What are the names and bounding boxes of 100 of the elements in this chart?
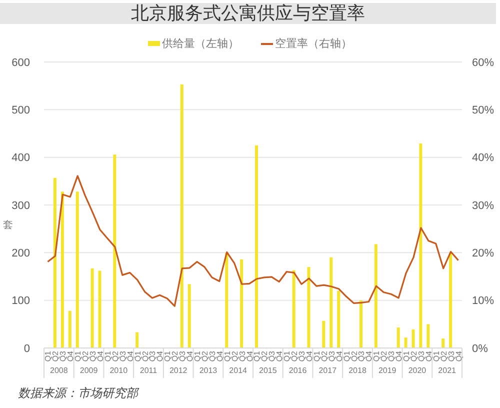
- x-tick-label: Q4: [394, 350, 404, 362]
- x-tick-label: Q3: [446, 350, 456, 362]
- x-tick-label: Q4: [334, 350, 344, 362]
- y-tick-label: 500: [12, 104, 30, 117]
- bar: [255, 145, 258, 348]
- bar: [322, 320, 326, 348]
- x-tick-label: Q4: [454, 350, 464, 362]
- text: 2015: [259, 366, 278, 375]
- bar: [240, 259, 244, 348]
- y-tick-label: 300: [12, 200, 30, 212]
- bar: [330, 257, 333, 348]
- text: 2011: [140, 366, 158, 375]
- x-tick-label: Q3: [387, 350, 396, 362]
- x-tick-label: Q1: [103, 350, 112, 362]
- x-tick-label: Q1: [163, 350, 172, 362]
- text: 2017: [318, 366, 338, 375]
- x-tick-label: Q2: [170, 350, 180, 362]
- source-note: 数据来源：市场研究部: [18, 385, 138, 402]
- text: 2019: [378, 366, 397, 375]
- bar: [225, 252, 228, 348]
- x-tick-label: Q2: [110, 350, 120, 362]
- x-tick-label: Q1: [402, 350, 412, 362]
- x-tick-label: Q4: [96, 350, 105, 362]
- y2-tick-label: 10%: [472, 295, 494, 308]
- text: 2010: [110, 366, 128, 375]
- bar: [337, 290, 340, 348]
- x-tick-label: Q2: [320, 350, 329, 362]
- bar: [360, 300, 362, 348]
- x-tick-label: Q3: [357, 350, 366, 362]
- x-tick-label: Q4: [126, 350, 135, 362]
- text: 2012: [169, 366, 188, 375]
- y2-tick-label: 20%: [472, 248, 494, 260]
- x-tick-label: Q4: [156, 350, 165, 362]
- y2-tick-label: 40%: [472, 152, 494, 164]
- x-tick-label: Q3: [208, 350, 217, 362]
- x-tick-label: Q3: [118, 350, 128, 362]
- text: 2018: [348, 366, 367, 375]
- text: 2013: [199, 366, 218, 375]
- x-tick-label: Q2: [51, 350, 60, 362]
- x-tick-label: Q3: [268, 350, 277, 362]
- y2-tick-label: 50%: [472, 104, 494, 117]
- legend-label: 供给量（左轴）: [162, 37, 239, 51]
- x-tick-label: Q2: [380, 350, 389, 362]
- y-axis-title: 套: [3, 219, 13, 232]
- line-series: [46, 175, 460, 307]
- x-tick-label: Q4: [275, 350, 284, 362]
- bar: [396, 328, 400, 348]
- bar: [53, 178, 56, 348]
- x-tick-label: Q2: [140, 350, 150, 362]
- bar: [98, 270, 102, 348]
- x-tick-label: Q4: [424, 350, 434, 362]
- x-tick-label: Q4: [66, 350, 76, 362]
- x-tick-label: Q1: [193, 350, 202, 362]
- bar: [76, 192, 79, 348]
- y2-tick-label: 30%: [472, 200, 494, 212]
- x-tick-label: Q3: [238, 350, 247, 362]
- y-tick-label: 0: [24, 342, 30, 355]
- text: 2009: [80, 366, 98, 375]
- x-tick-label: Q2: [230, 350, 240, 362]
- x-tick-label: Q2: [290, 350, 300, 362]
- y-tick-label: 400: [12, 152, 30, 164]
- x-tick-label: Q1: [133, 350, 142, 362]
- legend-label: 空置率（右轴）: [275, 36, 352, 51]
- bar: [449, 252, 452, 348]
- bar: [188, 284, 191, 348]
- x-tick-label: Q3: [148, 350, 158, 362]
- x-tick-label: Q1: [74, 350, 83, 362]
- y-tick-label: 200: [12, 248, 30, 260]
- y2-tick-label: 0%: [472, 342, 488, 355]
- y2-tick-label: 60%: [472, 56, 494, 69]
- chart-title: 北京服务式公寓供应与空置率: [0, 3, 496, 24]
- x-tick-label: Q1: [342, 350, 352, 362]
- x-tick-label: Q4: [186, 350, 195, 362]
- x-tick-label: Q2: [260, 350, 270, 362]
- x-tick-label: Q2: [200, 350, 210, 362]
- y-tick-label: 600: [12, 56, 30, 69]
- bar: [419, 144, 422, 348]
- bar: [180, 84, 184, 348]
- bar: [292, 270, 296, 348]
- x-tick-label: Q1: [222, 350, 232, 362]
- bar: [412, 329, 415, 348]
- x-tick-label: Q3: [416, 350, 426, 362]
- x-tick-label: Q3: [58, 350, 68, 362]
- x-tick-label: Q1: [312, 350, 322, 362]
- x-tick-label: Q4: [245, 350, 254, 362]
- text: 2008: [50, 366, 68, 375]
- text: 2020: [408, 366, 427, 375]
- x-tick-label: Q3: [327, 350, 336, 362]
- x-tick-label: Q3: [88, 350, 98, 362]
- x-tick-label: Q2: [81, 350, 90, 362]
- bar: [442, 338, 445, 348]
- bar: [307, 266, 310, 348]
- x-tick-label: Q1: [44, 350, 53, 362]
- x-tick-label: Q1: [432, 350, 441, 362]
- bar: [68, 310, 72, 348]
- bar: [113, 154, 116, 348]
- x-tick-label: Q3: [178, 350, 188, 362]
- x-tick-label: Q1: [252, 350, 262, 362]
- text: 2016: [288, 366, 308, 375]
- x-tick-label: Q4: [364, 350, 374, 362]
